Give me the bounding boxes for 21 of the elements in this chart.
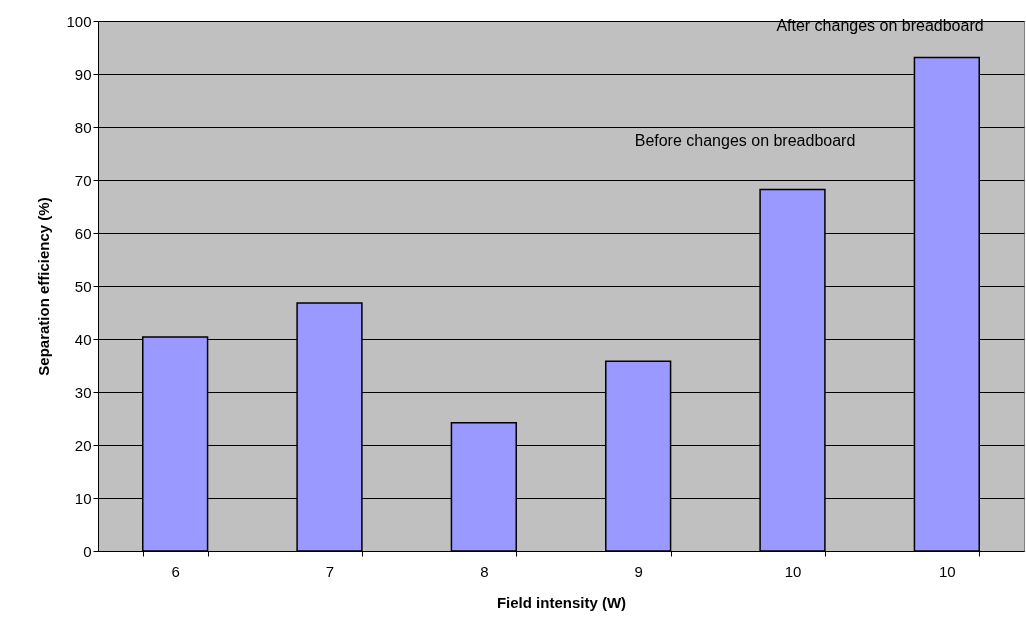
- x-tick-label: 10: [938, 562, 956, 580]
- y-tick-label: 30: [74, 383, 92, 401]
- x-tick-label: 6: [171, 562, 180, 580]
- y-tick-label: 40: [74, 330, 92, 348]
- x-tick-label: 10: [784, 562, 802, 580]
- x-tick-label: 7: [325, 562, 335, 580]
- y-tick-label: 70: [74, 171, 92, 189]
- x-axis-title: Field intensity (W): [496, 593, 627, 611]
- y-tick-label: 20: [74, 436, 92, 454]
- x-tick-label: 8: [480, 562, 489, 580]
- y-tick-label: 60: [74, 224, 92, 242]
- annotation: After changes on breadboard: [776, 17, 984, 34]
- y-tick-label: 10: [74, 489, 92, 507]
- y-tick-label: 90: [74, 65, 92, 83]
- y-tick-label: 50: [74, 277, 92, 295]
- annotation: Before changes on breadboard: [634, 132, 856, 149]
- y-tick-label: 0: [83, 542, 92, 560]
- y-tick-label: 100: [66, 12, 92, 30]
- y-tick-label: 80: [74, 118, 92, 136]
- y-axis-title: Separation efficiency (%): [35, 197, 53, 376]
- x-tick-label: 9: [634, 562, 643, 580]
